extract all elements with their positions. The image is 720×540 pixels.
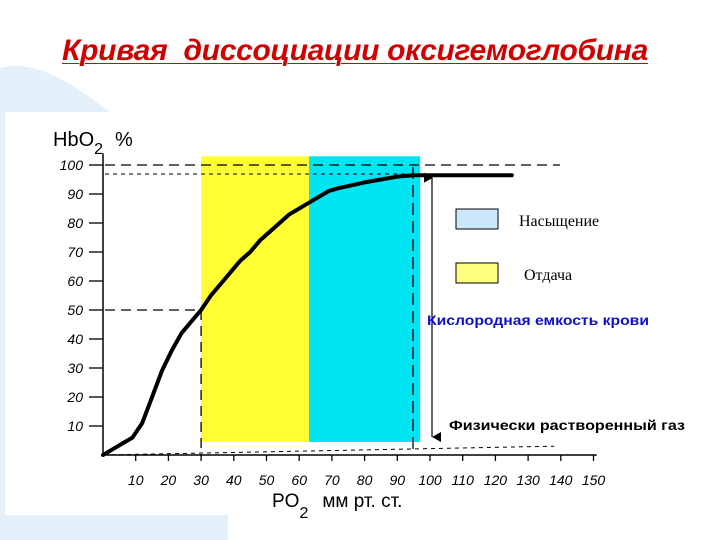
- x-tick-label: 70: [324, 472, 340, 488]
- y-tick-label: 40: [67, 331, 83, 347]
- y-tick-label: 90: [67, 186, 83, 202]
- band-saturation: [309, 156, 421, 442]
- ref-line-dissolved: [102, 445, 555, 456]
- y-tick-label: 30: [67, 360, 83, 376]
- x-tick-label: 50: [259, 472, 275, 488]
- x-tick-label: 100: [418, 472, 442, 488]
- band-release: [201, 156, 310, 442]
- x-tick-label: 40: [226, 472, 242, 488]
- y-tick-label: 100: [60, 157, 84, 173]
- x-axis-label: PO2мм рт. ст.: [272, 491, 402, 522]
- x-tick-label: 150: [582, 472, 606, 488]
- y-tick-label: 80: [67, 215, 83, 231]
- y-tick-label: 10: [67, 418, 83, 434]
- legend-label-release: Отдача: [524, 267, 572, 284]
- legend-swatch-saturation: [455, 208, 499, 230]
- x-tick-label: 120: [484, 472, 508, 488]
- chart-title: Кривая диссоциации оксигемоглобина: [62, 34, 648, 67]
- x-tick-label: 20: [160, 472, 177, 488]
- x-tick-label: 140: [549, 472, 573, 488]
- y-tick-label: 50: [67, 302, 83, 318]
- x-tick-label: 30: [193, 472, 209, 488]
- legend-swatch-release: [455, 262, 499, 284]
- x-tick-label: 80: [357, 472, 373, 488]
- legend-label-saturation: Насыщение: [519, 213, 599, 230]
- x-tick-label: 130: [516, 472, 540, 488]
- annotation-oxygen-capacity: Кислородная емкость крови: [427, 312, 649, 328]
- x-tick-label: 10: [128, 472, 144, 488]
- y-tick-label: 20: [66, 389, 83, 405]
- x-tick-label: 60: [291, 472, 307, 488]
- y-tick-label: 60: [67, 273, 83, 289]
- y-axis-label: HbO2%: [53, 129, 133, 158]
- annotation-dissolved-gas: Физически растворенный газ: [449, 417, 685, 433]
- x-tick-label: 90: [390, 472, 406, 488]
- series-line: [101, 173, 514, 457]
- x-tick-label: 110: [452, 472, 475, 488]
- y-tick-label: 70: [67, 244, 83, 260]
